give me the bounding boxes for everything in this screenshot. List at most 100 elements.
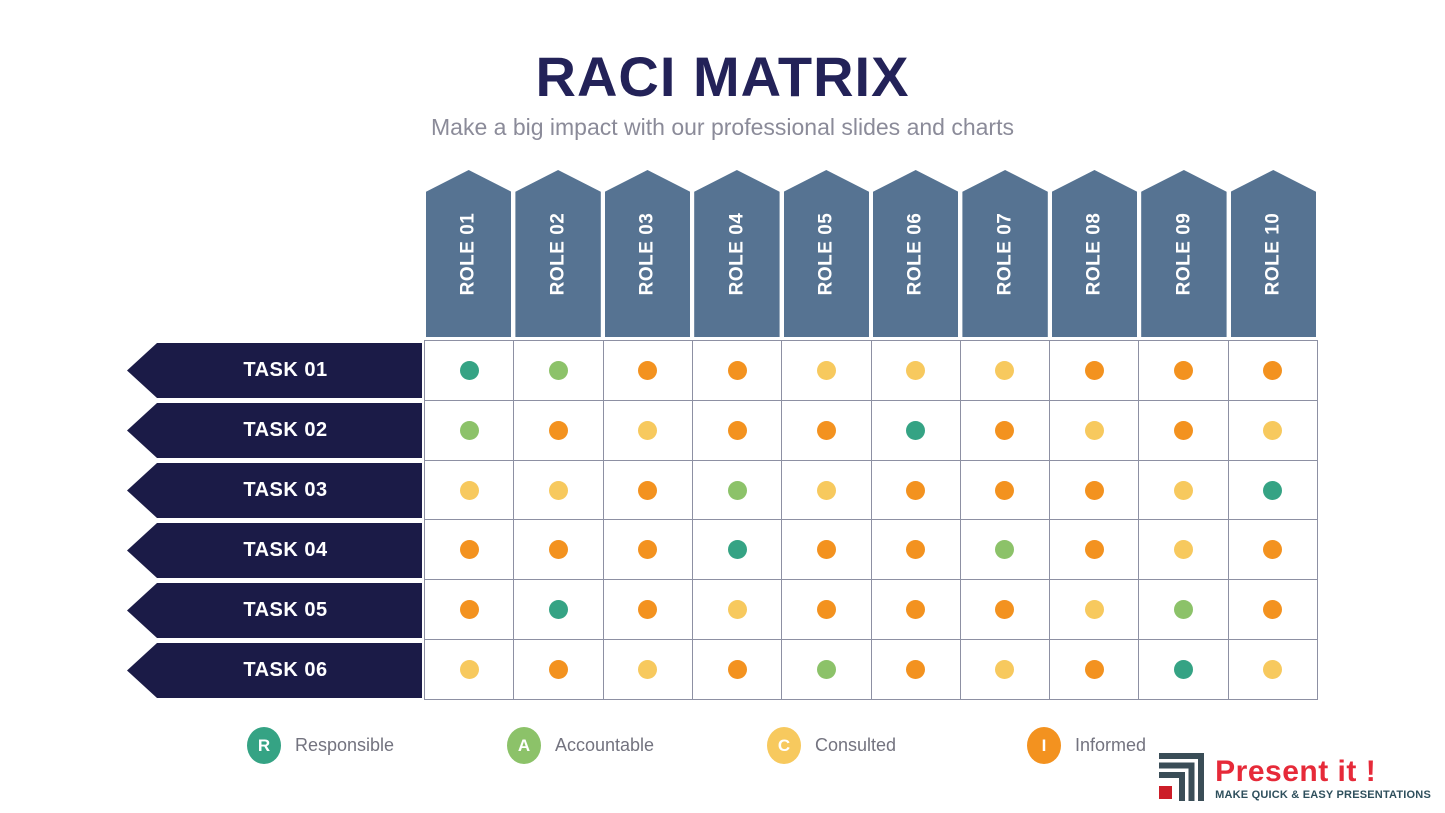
raci-dot-i [638,360,658,380]
raci-cell [514,520,604,581]
task-label-column: TASK 01 TASK 02 TASK 03 TASK 04 TASK 05 TASK … [127,343,422,703]
raci-cell [1139,580,1229,641]
raci-dot-i [906,600,926,620]
raci-cell [960,580,1051,641]
raci-dot-c [727,600,747,620]
raci-dot-i [638,600,658,620]
raci-dot-c [816,480,836,500]
raci-dot-a [995,540,1015,560]
page-subtitle: Make a big impact with our professional … [431,114,1014,140]
raci-dot-c [1174,540,1194,560]
raci-cell [1050,400,1140,461]
role-header: ROLE 03 [603,170,692,337]
raci-dot-c [459,660,479,680]
legend-badge-c: C [767,727,801,764]
raci-cell [1228,341,1318,401]
raci-dot-i [459,540,479,560]
legend-label: Responsible [295,735,395,755]
raci-cell [871,580,961,641]
role-header-shape: ROLE 07 [962,170,1048,337]
raci-dot-c [906,360,926,380]
raci-cell [960,460,1051,521]
legend-item: I Informed [1027,727,1287,764]
role-header-label: ROLE 08 [1083,212,1105,295]
raci-dot-a [459,420,479,440]
raci-dot-c [638,660,658,680]
raci-dot-c [1174,480,1194,500]
raci-dot-i [906,480,926,500]
role-header-shape: ROLE 01 [426,170,512,337]
raci-dot-i [548,660,568,680]
role-header: ROLE 08 [1050,170,1139,337]
raci-cell [514,460,604,521]
logo-brand: Present it ! [1215,754,1377,788]
raci-dot-c [548,480,568,500]
task-banner: TASK 04 [127,523,422,578]
task-banner: TASK 02 [127,403,422,458]
raci-dot-i [1084,480,1104,500]
raci-dot-c [1084,420,1104,440]
raci-dot-c [1084,600,1104,620]
legend-label: Consulted [815,735,897,755]
raci-dot-r [727,540,747,560]
role-header: ROLE 10 [1229,170,1318,337]
raci-cell [871,520,961,581]
raci-dot-c [1263,660,1283,680]
role-header: ROLE 06 [871,170,960,337]
raci-cell [425,460,515,521]
raci-cell [1228,460,1318,521]
raci-cell [782,460,872,521]
raci-cell [603,460,693,521]
raci-cell [603,580,693,641]
role-header-label: ROLE 01 [457,212,479,295]
raci-dot-r [459,360,479,380]
raci-dot-r [548,600,568,620]
raci-cell [1050,640,1140,700]
role-header-label: ROLE 05 [815,212,837,295]
raci-dot-i [816,600,836,620]
raci-dot-a [816,660,836,680]
raci-cell [692,341,783,401]
role-header-shape: ROLE 08 [1051,170,1138,337]
raci-cell [692,580,783,641]
role-header-label: ROLE 04 [725,212,747,295]
raci-dot-i [1084,360,1104,380]
task-label: TASK 04 [243,539,328,561]
role-header-shape: ROLE 10 [1230,170,1316,337]
legend-item: C Consulted [767,727,1027,764]
role-header-shape: ROLE 09 [1141,170,1227,337]
raci-cell [1050,520,1140,581]
task-label: TASK 02 [243,419,328,441]
raci-dot-i [1084,660,1104,680]
role-header-shape: ROLE 06 [873,170,959,337]
raci-dot-i [548,540,568,560]
legend-badge-a: A [507,727,541,764]
raci-cell [1228,640,1318,700]
raci-cell [1050,341,1140,401]
raci-dot-i [1084,540,1104,560]
raci-cell [1228,520,1318,581]
role-header-shape: ROLE 02 [515,170,601,337]
role-header: ROLE 07 [960,170,1049,337]
raci-dot-i [459,600,479,620]
raci-cell [692,460,783,521]
raci-dot-i [638,540,658,560]
role-header-shape: ROLE 03 [604,170,691,337]
role-header-row: ROLE 01 ROLE 02 ROLE 03 ROLE 04 ROLE 05 ROLE … [424,170,1318,337]
raci-cell [603,400,693,461]
raci-cell [425,580,515,641]
raci-cell [603,640,693,700]
raci-dot-i [816,540,836,560]
raci-dot-i [995,600,1015,620]
raci-cell [1050,580,1140,641]
raci-dot-i [548,420,568,440]
legend-badge-i: I [1027,727,1061,764]
raci-dot-c [995,360,1015,380]
raci-dot-r [1174,660,1194,680]
role-header-label: ROLE 06 [904,212,926,295]
legend-badge-r: R [247,727,281,764]
role-header: ROLE 05 [782,170,871,337]
role-header: ROLE 02 [513,170,602,337]
task-label: TASK 03 [243,479,328,501]
raci-dot-i [727,360,747,380]
